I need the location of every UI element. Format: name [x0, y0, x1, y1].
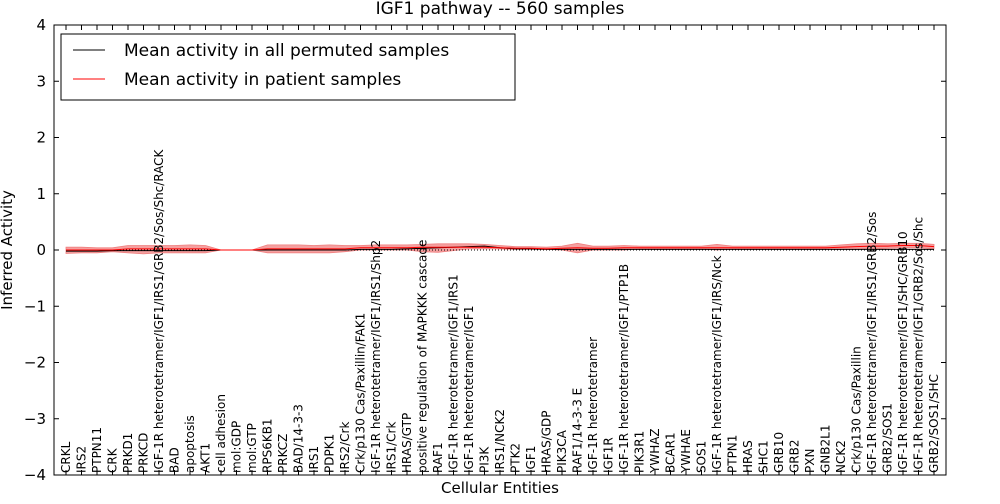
category-label: CRKL: [59, 441, 73, 473]
category-label: IGF1: [524, 446, 538, 473]
category-label: AKT1: [199, 443, 213, 473]
category-label: IGF-1R heterotetramer/IGF1/PTP1B: [617, 264, 631, 473]
category-label: PRKD1: [121, 433, 135, 473]
category-label: SHC1: [757, 440, 771, 473]
category-label: BCAR1: [664, 432, 678, 473]
category-label: IGF-1R heterotetramer/IGF1/IRS1/GRB2/Sos: [865, 212, 879, 473]
legend-box: [60, 33, 516, 101]
category-label: IRS1: [307, 446, 321, 473]
category-label: PIK3R1: [633, 431, 647, 473]
category-label: PTK2: [509, 443, 523, 473]
category-label: PIK3CA: [555, 429, 569, 473]
axes: −4 −3 −2 −1 0 1 2 3 4: [24, 16, 946, 484]
category-label: GRB2: [788, 439, 802, 473]
category-label: IGF-1R heterotetramer/IGF1/IRS1/Shp2: [369, 240, 383, 473]
category-label: IGF-1R heterotetramer/IGF1/SHC/GRB10: [896, 231, 910, 473]
y-tick-label: −4: [24, 466, 46, 484]
category-label: BAD/14-3-3: [292, 404, 306, 473]
chart-title: IGF1 pathway -- 560 samples: [376, 0, 625, 19]
category-label: Crk/p130 Cas/Paxillin/FAK1: [354, 313, 368, 473]
legend-label: Mean activity in all permuted samples: [124, 41, 449, 61]
category-label: IGF-1R heterotetramer/IGF1: [462, 306, 476, 473]
category-label: PI3K: [478, 446, 492, 473]
category-label: RPS6KB1: [261, 418, 275, 473]
y-axis-label: Inferred Activity: [0, 190, 16, 310]
legend: Mean activity in all permuted samples Mea…: [60, 33, 516, 101]
y-tick-label: −3: [24, 410, 46, 428]
category-label: mol:GTP: [245, 423, 259, 473]
category-labels: CRKL IRS2 PTPN11 CRK PRKD1 PRKCD IGF-1R hetero…: [59, 148, 941, 474]
y-tick-label: 2: [36, 129, 46, 147]
category-label: GRB2/SOS1: [881, 403, 895, 473]
category-label: IGF-1R heterotetramer/IGF1/IRS1: [447, 274, 461, 473]
category-label: IGF1R: [602, 437, 616, 473]
series-line-patient: [66, 245, 935, 251]
category-label: PTPN1: [726, 435, 740, 473]
category-label: IRS1/NCK2: [493, 409, 507, 473]
legend-label: Mean activity in patient samples: [124, 70, 401, 90]
category-label: BAD: [168, 447, 182, 473]
category-label: apoptosis: [183, 415, 197, 473]
category-label: mol:GDP: [230, 421, 244, 473]
y-tick-label: 1: [36, 185, 46, 203]
category-label: IGF-1R heterotetramer/IGF1/IRS/Nck: [710, 255, 724, 473]
category-label: PXN: [803, 449, 817, 473]
category-label: YWHAZ: [648, 428, 662, 474]
category-label: HRAS/GDP: [540, 410, 554, 473]
category-label: IGF-1R heterotetramer/IGF1/IRS1/GRB2/Sos…: [152, 148, 166, 473]
category-label: PTPN11: [90, 427, 104, 473]
category-label: IRS2: [75, 446, 89, 473]
category-label: GRB10: [772, 432, 786, 473]
category-label: cell adhesion: [214, 394, 228, 473]
category-label: YWHAE: [679, 429, 693, 474]
category-label: PRKCZ: [276, 434, 290, 473]
category-label: NCK2: [834, 440, 848, 473]
y-tick-label: −1: [24, 297, 46, 315]
category-label: GRB2/SOS1/SHC: [927, 374, 941, 473]
category-label: IRS1/Crk: [385, 422, 399, 473]
category-label: SOS1: [695, 441, 709, 473]
category-label: CRK: [106, 447, 120, 473]
x-axis-label: Cellular Entities: [441, 479, 559, 497]
y-tick-label: 0: [36, 241, 46, 259]
category-label: Crk/p130 Cas/Paxillin: [850, 346, 864, 473]
category-label: IGF-1R heterotetramer/IGF1/GRB2/Sos/Shc: [912, 217, 926, 473]
y-tick-label: 4: [36, 16, 46, 34]
y-tick-label: 3: [36, 72, 46, 90]
category-label: RAF1: [431, 442, 445, 473]
y-tick-label: −2: [24, 354, 46, 372]
category-label: GNB2L1: [819, 425, 833, 473]
plot-area: [65, 242, 935, 255]
category-label: positive regulation of MAPKKK cascade: [416, 240, 430, 473]
category-label: PRKCD: [137, 433, 151, 473]
category-label: HRAS/GTP: [400, 413, 414, 473]
category-label: HRAS: [741, 440, 755, 473]
category-label: RAF1/14-3-3 E: [571, 388, 585, 473]
category-label: IRS2/Crk: [338, 422, 352, 473]
category-label: PDPK1: [323, 434, 337, 473]
category-label: IGF-1R heterotetramer: [586, 337, 600, 473]
